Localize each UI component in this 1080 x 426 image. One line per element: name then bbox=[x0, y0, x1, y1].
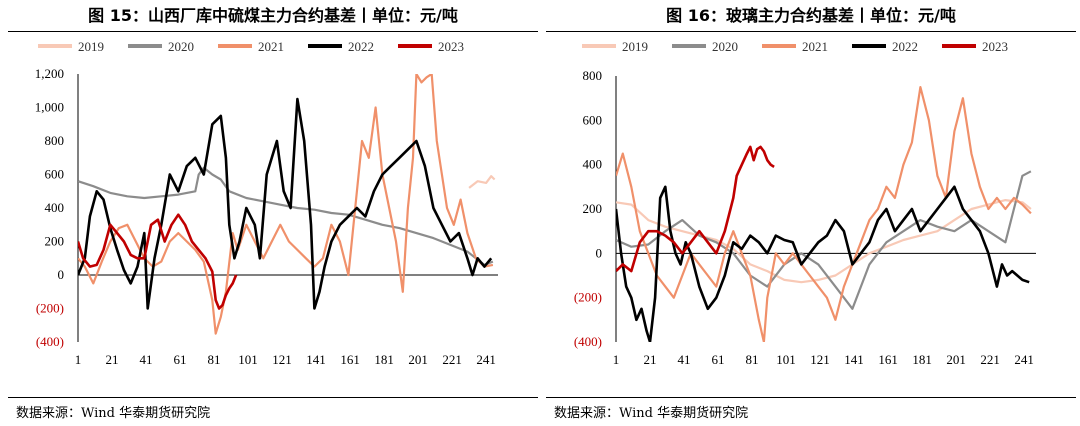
y-tick-label: 1,200 bbox=[35, 66, 64, 81]
series-line-2021 bbox=[616, 85, 1032, 342]
x-tick-label: 141 bbox=[306, 352, 326, 364]
series-line-2019 bbox=[616, 199, 1032, 284]
series-line-2020 bbox=[616, 170, 1032, 310]
x-tick-label: 1 bbox=[613, 352, 620, 364]
y-tick-label: 200 bbox=[45, 234, 65, 249]
x-tick-label: 241 bbox=[1014, 352, 1034, 364]
x-tick-label: 221 bbox=[980, 352, 1000, 364]
y-tick-label: 400 bbox=[583, 157, 603, 172]
legend-label-2020: 2020 bbox=[168, 39, 194, 54]
x-tick-label: 1 bbox=[75, 352, 82, 364]
x-tick-label: 201 bbox=[946, 352, 966, 364]
x-tick-label: 241 bbox=[476, 352, 496, 364]
x-tick-label: 121 bbox=[272, 352, 292, 364]
x-tick-label: 181 bbox=[912, 352, 932, 364]
x-tick-label: 81 bbox=[208, 352, 221, 364]
series-line-2019 bbox=[468, 175, 496, 189]
y-tick-label: (200) bbox=[574, 290, 602, 305]
y-tick-label: (400) bbox=[36, 334, 64, 349]
x-tick-label: 41 bbox=[140, 352, 153, 364]
source-rule bbox=[8, 397, 538, 398]
source-note: 数据来源：Wind 华泰期货研究院 bbox=[554, 406, 749, 421]
x-tick-label: 101 bbox=[776, 352, 796, 364]
y-tick-label: 600 bbox=[45, 167, 65, 182]
legend-label-2021: 2021 bbox=[258, 39, 284, 54]
series-line-2020 bbox=[78, 166, 494, 266]
x-tick-label: 81 bbox=[746, 352, 759, 364]
x-tick-label: 61 bbox=[712, 352, 725, 364]
series-line-2023 bbox=[616, 145, 775, 273]
series-line-2022 bbox=[78, 97, 493, 310]
series-line-2021 bbox=[78, 74, 494, 335]
x-tick-label: 221 bbox=[442, 352, 462, 364]
x-tick-label: 21 bbox=[106, 352, 119, 364]
y-tick-label: 600 bbox=[583, 112, 603, 127]
series-line-2023 bbox=[78, 213, 238, 310]
y-tick-label: 1,000 bbox=[35, 100, 64, 115]
legend-label-2022: 2022 bbox=[348, 39, 374, 54]
title-rule bbox=[546, 31, 1076, 32]
y-tick-label: 800 bbox=[583, 68, 603, 83]
x-tick-label: 161 bbox=[878, 352, 898, 364]
y-tick-label: 800 bbox=[45, 133, 65, 148]
y-tick-label: 400 bbox=[45, 200, 65, 215]
y-tick-label: 200 bbox=[583, 201, 603, 216]
legend-label-2023: 2023 bbox=[982, 39, 1008, 54]
title-rule bbox=[8, 31, 538, 32]
chart-title-coal: 图 15：山西厂库中硫煤主力合约基差丨单位：元/吨 bbox=[88, 6, 458, 25]
series-line-2022 bbox=[616, 185, 1030, 342]
x-tick-label: 121 bbox=[810, 352, 830, 364]
x-tick-label: 201 bbox=[408, 352, 428, 364]
y-tick-label: 0 bbox=[58, 267, 65, 282]
legend-label-2022: 2022 bbox=[892, 39, 918, 54]
legend-label-2023: 2023 bbox=[438, 39, 464, 54]
x-tick-label: 21 bbox=[644, 352, 657, 364]
x-tick-label: 61 bbox=[174, 352, 187, 364]
y-tick-label: 0 bbox=[596, 245, 603, 260]
source-rule bbox=[546, 397, 1076, 398]
chart-panel-coal: 图 15：山西厂库中硫煤主力合约基差丨单位：元/吨 (400) (200) 0 200… bbox=[8, 0, 538, 426]
legend-label-2019: 2019 bbox=[622, 39, 648, 54]
x-tick-label: 41 bbox=[678, 352, 691, 364]
chart-panel-glass: 图 16：玻璃主力合约基差丨单位：元/吨 (400) (200) 0 200 400 60… bbox=[546, 0, 1076, 426]
x-tick-label: 101 bbox=[238, 352, 258, 364]
x-tick-label: 141 bbox=[844, 352, 864, 364]
source-note: 数据来源：Wind 华泰期货研究院 bbox=[16, 406, 211, 421]
x-tick-label: 181 bbox=[374, 352, 394, 364]
chart-title-glass: 图 16：玻璃主力合约基差丨单位：元/吨 bbox=[666, 6, 956, 25]
legend-label-2021: 2021 bbox=[802, 39, 828, 54]
y-tick-label: (400) bbox=[574, 334, 602, 349]
y-tick-label: (200) bbox=[36, 301, 64, 316]
legend-label-2020: 2020 bbox=[712, 39, 738, 54]
legend-label-2019: 2019 bbox=[78, 39, 104, 54]
x-tick-label: 161 bbox=[340, 352, 360, 364]
